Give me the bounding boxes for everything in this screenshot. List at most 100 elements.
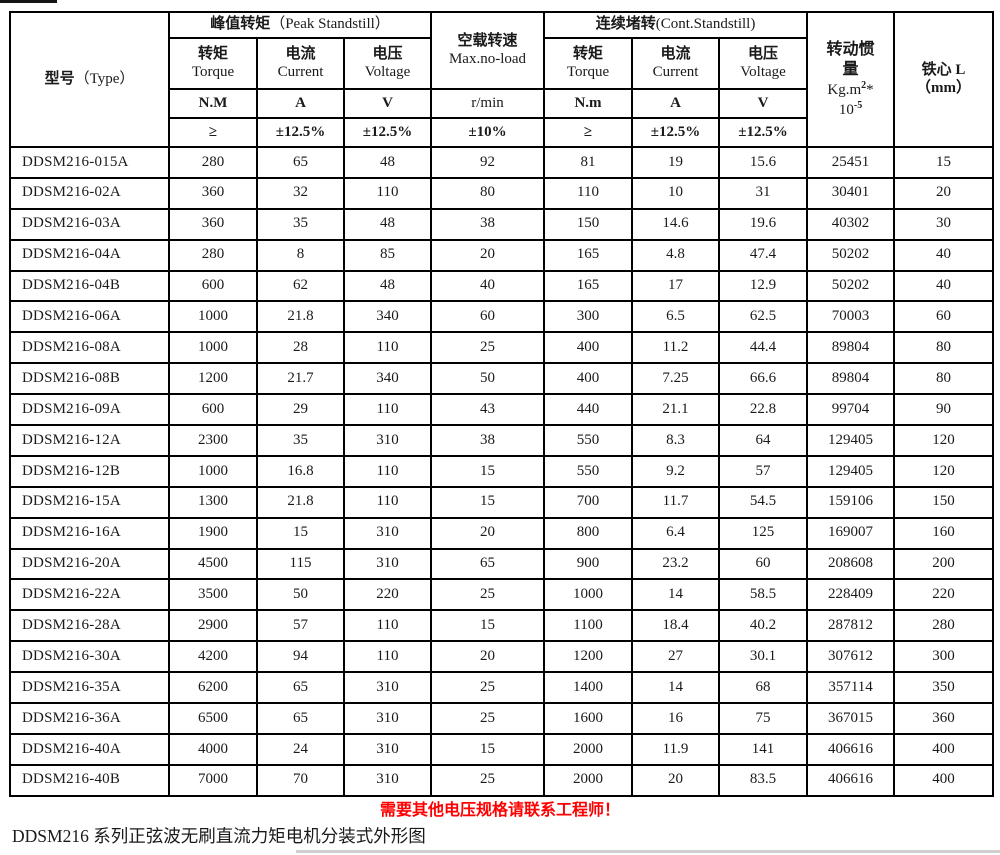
value-cell: 15 xyxy=(430,454,546,488)
value-cell: 40302 xyxy=(806,207,896,241)
model-cell: DDSM216-08B xyxy=(9,362,170,396)
value-cell: 1000 xyxy=(168,300,258,334)
peak-group-label-cn: 峰值转矩 xyxy=(210,16,271,33)
table-row: DDSM216-09A 600 29 110 43 440 21.1 22.8 99704 90 xyxy=(9,393,995,427)
model-cell: DDSM216-16A xyxy=(9,516,170,550)
value-cell: 25451 xyxy=(806,146,896,179)
value-cell: 68 xyxy=(718,671,809,705)
value-cell: 40 xyxy=(893,269,995,303)
type-label-en: （Type） xyxy=(74,70,135,87)
table-row: DDSM216-22A 3500 50 220 25 1000 14 58.5 228409 22… xyxy=(9,578,995,612)
value-cell: 2000 xyxy=(543,763,634,797)
unit-cont-current: A xyxy=(631,88,721,119)
unit-peak-voltage: V xyxy=(342,88,433,119)
model-cell: DDSM216-02A xyxy=(9,176,170,210)
value-cell: 8 xyxy=(256,238,345,272)
table-row: DDSM216-30A 4200 94 110 20 1200 27 30.1 307612 30… xyxy=(9,640,995,674)
value-cell: 208608 xyxy=(806,547,896,581)
value-cell: 159106 xyxy=(806,485,896,519)
value-cell: 60 xyxy=(718,547,809,581)
table-row: DDSM216-02A 360 32 110 80 110 10 31 30401 20 xyxy=(9,176,995,210)
table-row: DDSM216-03A 360 35 48 38 150 14.6 19.6 40302 30 xyxy=(9,207,995,241)
value-cell: 200 xyxy=(893,547,995,581)
tol-cont-torque: ≥ xyxy=(543,117,634,148)
value-cell: 110 xyxy=(543,176,634,210)
value-cell: 50202 xyxy=(806,238,896,272)
value-cell: 300 xyxy=(893,640,995,674)
table-row: DDSM216-28A 2900 57 110 15 1100 18.4 40.2 287812… xyxy=(9,609,995,643)
value-cell: 50 xyxy=(430,362,546,396)
value-cell: 280 xyxy=(893,609,995,643)
model-cell: DDSM216-40A xyxy=(9,732,170,766)
value-cell: 35 xyxy=(256,207,345,241)
value-cell: 120 xyxy=(893,454,995,488)
value-cell: 62 xyxy=(256,269,345,303)
table-row: DDSM216-12B 1000 16.8 110 15 550 9.2 57 129405 12… xyxy=(9,454,995,488)
table-row: DDSM216-15A 1300 21.8 110 15 700 11.7 54.5 15910… xyxy=(9,485,995,519)
value-cell: 99704 xyxy=(806,393,896,427)
value-cell: 20 xyxy=(430,238,546,272)
model-cell: DDSM216-12B xyxy=(9,454,170,488)
value-cell: 6500 xyxy=(168,702,258,735)
model-cell: DDSM216-04B xyxy=(9,269,170,303)
value-cell: 150 xyxy=(893,485,995,519)
model-cell: DDSM216-015A xyxy=(9,146,170,179)
unit-peak-torque: N.M xyxy=(168,88,258,119)
value-cell: 2300 xyxy=(168,424,258,457)
value-cell: 80 xyxy=(430,176,546,210)
value-cell: 228409 xyxy=(806,578,896,612)
value-cell: 310 xyxy=(342,732,433,766)
value-cell: 75 xyxy=(718,702,809,735)
inertia-label-cn: 转动惯量 xyxy=(826,40,875,78)
tol-noload-speed: ±10% xyxy=(430,117,546,148)
value-cell: 310 xyxy=(342,702,433,735)
value-cell: 15.6 xyxy=(718,146,809,179)
value-cell: 110 xyxy=(342,640,433,674)
value-cell: 287812 xyxy=(806,609,896,643)
value-cell: 1000 xyxy=(168,454,258,488)
table-row: DDSM216-015A 280 65 48 92 81 19 15.6 25451 15 xyxy=(9,146,995,179)
value-cell: 110 xyxy=(342,454,433,488)
value-cell: 94 xyxy=(256,640,345,674)
col-header-inertia: 转动惯量 Kg.m2* 10-5 xyxy=(806,11,896,148)
table-row: DDSM216-04A 280 8 85 20 165 4.8 47.4 50202 40 xyxy=(9,238,995,272)
value-cell: 14.6 xyxy=(631,207,721,241)
value-cell: 38 xyxy=(430,424,546,457)
value-cell: 1000 xyxy=(543,578,634,612)
value-cell: 1600 xyxy=(543,702,634,735)
model-cell: DDSM216-15A xyxy=(9,485,170,519)
value-cell: 31 xyxy=(718,176,809,210)
table-row: DDSM216-36A 6500 65 310 25 1600 16 75 367015 360 xyxy=(9,702,995,735)
value-cell: 350 xyxy=(893,671,995,705)
value-cell: 360 xyxy=(168,176,258,210)
value-cell: 12.9 xyxy=(718,269,809,303)
value-cell: 65 xyxy=(256,671,345,705)
table-row: DDSM216-08A 1000 28 110 25 400 11.2 44.4 89804 80 xyxy=(9,331,995,365)
value-cell: 25 xyxy=(430,671,546,705)
value-cell: 1200 xyxy=(168,362,258,396)
table-row: DDSM216-16A 1900 15 310 20 800 6.4 125 169007 160 xyxy=(9,516,995,550)
value-cell: 310 xyxy=(342,516,433,550)
value-cell: 21.8 xyxy=(256,300,345,334)
value-cell: 120 xyxy=(893,424,995,457)
value-cell: 90 xyxy=(893,393,995,427)
value-cell: 3500 xyxy=(168,578,258,612)
value-cell: 20 xyxy=(430,640,546,674)
core-label-cn: 铁心 L xyxy=(921,61,966,78)
voltage-notice: 需要其他电压规格请联系工程师！ xyxy=(379,802,620,819)
value-cell: 28 xyxy=(256,331,345,365)
value-cell: 20 xyxy=(430,516,546,550)
unit-peak-current: A xyxy=(256,88,345,119)
value-cell: 80 xyxy=(893,362,995,396)
value-cell: 110 xyxy=(342,393,433,427)
value-cell: 15 xyxy=(256,516,345,550)
value-cell: 58.5 xyxy=(718,578,809,612)
model-cell: DDSM216-30A xyxy=(9,640,170,674)
value-cell: 16 xyxy=(631,702,721,735)
value-cell: 6.4 xyxy=(631,516,721,550)
value-cell: 15 xyxy=(430,609,546,643)
value-cell: 19 xyxy=(631,146,721,179)
value-cell: 7000 xyxy=(168,763,258,797)
value-cell: 14 xyxy=(631,671,721,705)
value-cell: 15 xyxy=(430,732,546,766)
